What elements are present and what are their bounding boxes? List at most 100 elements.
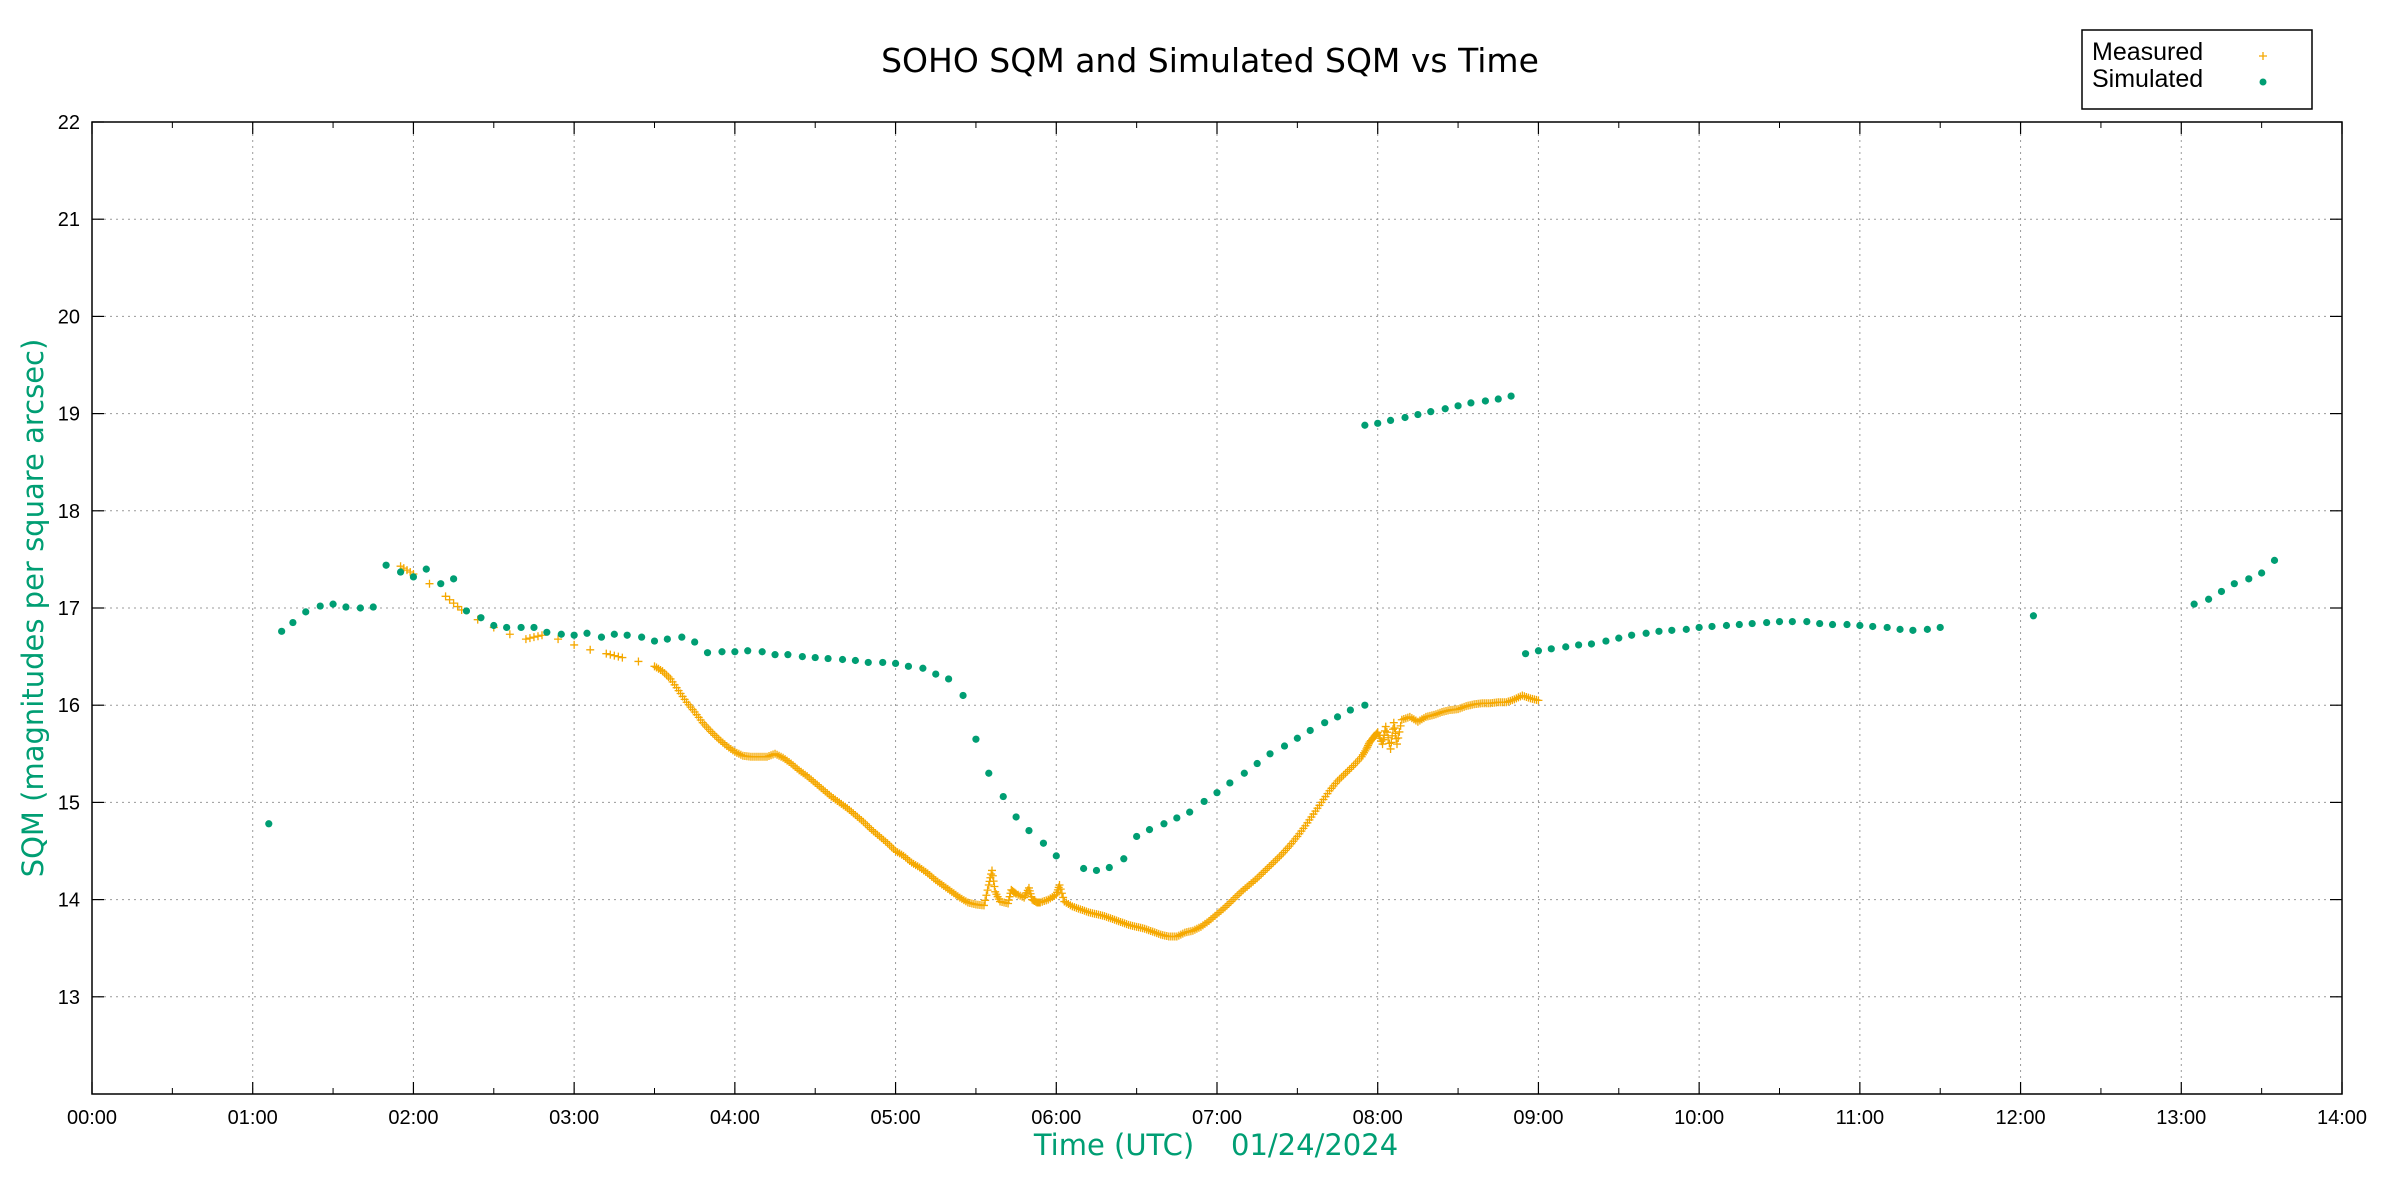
measured-point bbox=[877, 834, 886, 843]
measured-point bbox=[1178, 929, 1187, 938]
measured-point bbox=[1072, 903, 1081, 912]
y-tick-label: 17 bbox=[58, 598, 80, 620]
x-tick-label: 12:00 bbox=[1996, 1107, 2046, 1129]
simulated-point bbox=[1454, 402, 1462, 410]
measured-point bbox=[827, 792, 836, 801]
measured-point bbox=[1048, 893, 1057, 902]
measured-point bbox=[529, 633, 538, 642]
simulated-point bbox=[278, 627, 286, 635]
measured-point bbox=[606, 650, 615, 659]
x-tick-label: 05:00 bbox=[871, 1107, 921, 1129]
measured-point bbox=[1399, 715, 1408, 724]
measured-point bbox=[1208, 913, 1217, 922]
measured-point bbox=[925, 871, 934, 880]
measured-point bbox=[1038, 897, 1047, 906]
measured-point bbox=[1046, 894, 1055, 903]
measured-point bbox=[923, 869, 932, 878]
measured-point bbox=[819, 785, 828, 794]
simulated-point bbox=[1441, 405, 1449, 413]
measured-point bbox=[1012, 889, 1021, 898]
simulated-point bbox=[1722, 621, 1731, 630]
simulated-point bbox=[1361, 701, 1369, 709]
measured-point bbox=[1223, 901, 1232, 910]
simulated-point bbox=[356, 604, 364, 612]
measured-point bbox=[865, 823, 874, 832]
simulated-point bbox=[583, 629, 591, 637]
simulated-point bbox=[985, 769, 993, 777]
simulated-point bbox=[1173, 814, 1181, 822]
measured-point bbox=[1040, 897, 1049, 906]
measured-point bbox=[897, 850, 906, 859]
measured-point bbox=[1106, 914, 1115, 923]
measured-point bbox=[983, 886, 992, 895]
simulated-point bbox=[265, 820, 273, 828]
measured-point bbox=[811, 778, 820, 787]
measured-point bbox=[771, 749, 780, 758]
measured-point bbox=[533, 632, 542, 641]
y-tick-label: 21 bbox=[58, 209, 80, 231]
measured-point bbox=[921, 867, 930, 876]
measured-point bbox=[1502, 698, 1511, 707]
measured-point bbox=[714, 735, 723, 744]
measured-point bbox=[885, 841, 894, 850]
measured-point bbox=[959, 896, 968, 905]
measured-point bbox=[807, 775, 816, 784]
measured-point bbox=[843, 804, 852, 813]
simulated-point bbox=[2029, 612, 2038, 620]
simulated-point bbox=[1615, 634, 1623, 642]
simulated-point bbox=[1186, 808, 1194, 816]
measured-point bbox=[919, 866, 928, 875]
measured-point bbox=[987, 870, 996, 879]
measured-point bbox=[775, 751, 784, 760]
measured-point bbox=[1004, 899, 1013, 908]
measured-point bbox=[1335, 775, 1344, 784]
simulated-point bbox=[1909, 626, 1917, 634]
measured-point bbox=[1229, 895, 1238, 904]
measured-point bbox=[1227, 897, 1236, 906]
measured-point bbox=[895, 849, 904, 858]
measured-point bbox=[1524, 693, 1533, 702]
measured-point bbox=[1456, 704, 1465, 713]
measured-point bbox=[982, 891, 991, 900]
measured-point bbox=[570, 640, 579, 649]
measured-point bbox=[893, 848, 902, 857]
measured-point bbox=[1062, 898, 1071, 907]
x-tick-label: 14:00 bbox=[2317, 1107, 2367, 1129]
x-tick-label: 11:00 bbox=[1836, 1107, 1885, 1129]
measured-point bbox=[823, 789, 832, 798]
simulated-point bbox=[1642, 629, 1650, 637]
measured-point bbox=[1267, 860, 1276, 869]
measured-point bbox=[1235, 889, 1244, 898]
measured-point bbox=[1200, 919, 1209, 928]
measured-point bbox=[851, 811, 860, 820]
measured-point bbox=[913, 862, 922, 871]
measured-point bbox=[917, 864, 926, 873]
x-tick-label: 13:00 bbox=[2156, 1107, 2206, 1129]
simulated-point bbox=[932, 670, 940, 678]
measured-point bbox=[441, 592, 450, 601]
simulated-point bbox=[316, 602, 324, 610]
simulated-point bbox=[1401, 413, 1409, 422]
measured-point bbox=[1118, 918, 1127, 927]
simulated-point bbox=[638, 633, 646, 641]
measured-point bbox=[445, 595, 454, 604]
measured-point bbox=[1372, 729, 1381, 738]
grid bbox=[92, 122, 2342, 1094]
simulated-point bbox=[1587, 640, 1596, 648]
y-tick-label: 20 bbox=[58, 306, 80, 328]
simulated-point bbox=[1200, 797, 1208, 806]
measured-point bbox=[1174, 931, 1183, 940]
measured-point bbox=[1243, 882, 1252, 891]
simulated-point bbox=[396, 568, 405, 576]
measured-point bbox=[927, 872, 936, 881]
measured-point bbox=[799, 769, 808, 778]
measured-point bbox=[1057, 889, 1066, 898]
measured-point bbox=[935, 879, 944, 888]
measured-point bbox=[911, 861, 920, 870]
measured-point bbox=[1140, 924, 1149, 933]
y-axis-label: SQM (magnitudes per square arcsec) bbox=[16, 339, 50, 878]
measured-point bbox=[901, 853, 910, 862]
measured-point bbox=[887, 843, 896, 852]
simulated-point bbox=[1145, 826, 1154, 834]
simulated-point bbox=[1293, 734, 1301, 742]
